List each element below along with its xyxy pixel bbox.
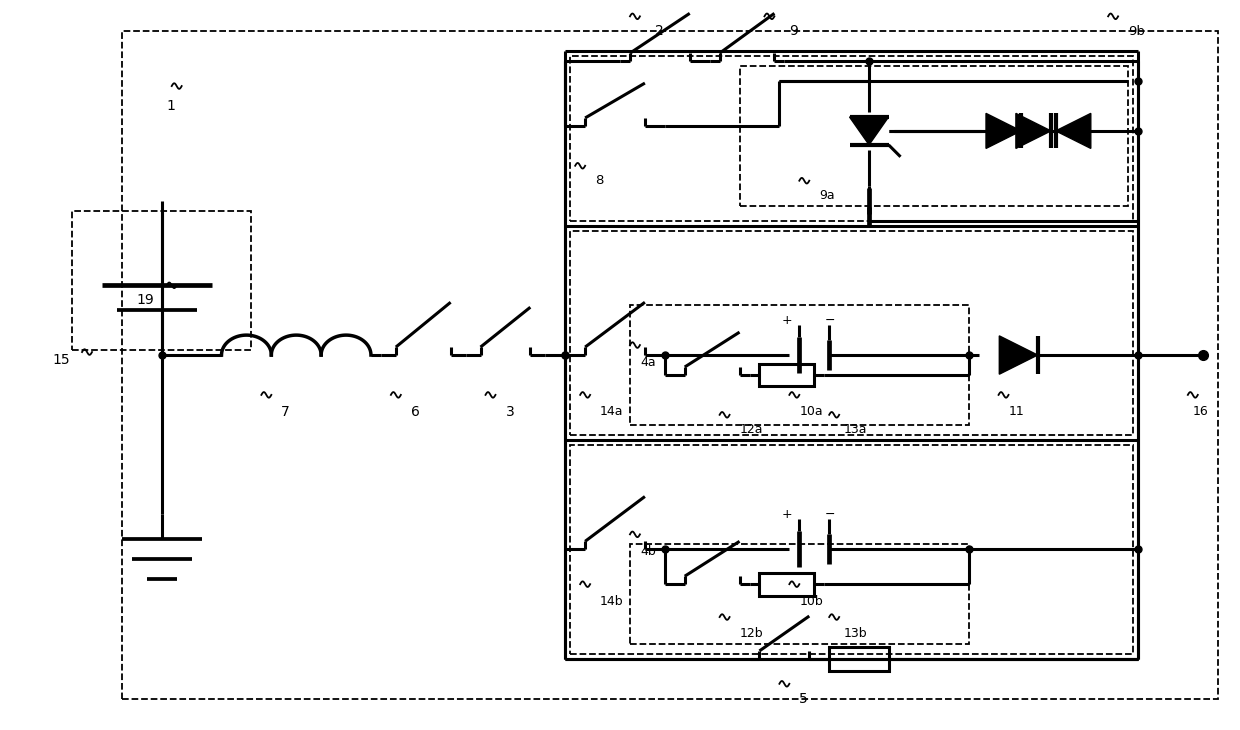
Text: 19: 19	[136, 293, 155, 307]
Text: +: +	[781, 314, 792, 326]
Bar	[630, 305, 968, 425]
Text: 6: 6	[410, 405, 419, 419]
Bar	[830, 647, 889, 671]
Bar	[570, 56, 1133, 220]
Text: 5: 5	[800, 692, 808, 706]
Text: −: −	[825, 508, 835, 521]
Text: 3: 3	[506, 405, 515, 419]
Text: 12a: 12a	[739, 423, 763, 437]
Text: 2: 2	[655, 24, 663, 38]
Polygon shape	[999, 336, 1038, 374]
Bar	[122, 31, 1218, 699]
Bar	[759, 573, 815, 596]
Text: 9b: 9b	[1128, 25, 1145, 38]
Text: 14a: 14a	[600, 405, 624, 418]
Text: 12b: 12b	[739, 628, 763, 640]
Text: 4a: 4a	[640, 356, 656, 369]
Bar	[570, 445, 1133, 654]
Polygon shape	[1016, 113, 1052, 148]
Text: 16: 16	[1193, 405, 1209, 418]
Text: 14b: 14b	[600, 595, 624, 607]
Text: 10a: 10a	[800, 405, 823, 418]
Text: 15: 15	[52, 353, 69, 367]
Text: 4b: 4b	[640, 545, 656, 558]
Bar	[72, 210, 252, 350]
Text: 9a: 9a	[820, 189, 835, 202]
Text: 11: 11	[1008, 405, 1024, 418]
Bar	[739, 66, 1128, 206]
Text: +: +	[781, 508, 792, 521]
Polygon shape	[849, 117, 889, 145]
Text: 13b: 13b	[844, 628, 868, 640]
Bar	[570, 231, 1133, 435]
Text: 10b: 10b	[800, 595, 823, 607]
Text: 8: 8	[595, 174, 604, 187]
Bar	[759, 364, 815, 386]
Bar	[630, 545, 968, 644]
Text: 7: 7	[281, 405, 290, 419]
Text: −: −	[825, 314, 835, 326]
Text: 9: 9	[790, 24, 799, 38]
Text: 13a: 13a	[844, 423, 868, 437]
Text: 1: 1	[166, 99, 176, 113]
Polygon shape	[986, 113, 1021, 148]
Polygon shape	[1055, 113, 1091, 148]
